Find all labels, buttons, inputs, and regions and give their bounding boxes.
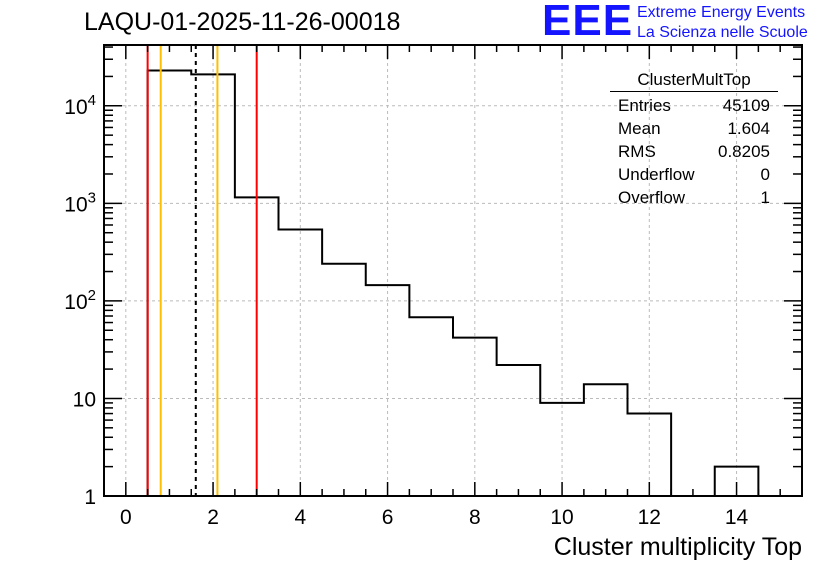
stats-value: 45109: [722, 96, 770, 115]
histogram-outline: [146, 69, 760, 497]
x-tick-label: 10: [550, 506, 573, 529]
x-tick-label: 4: [294, 506, 306, 529]
x-tick-label: 0: [120, 506, 132, 529]
histogram-bin: [148, 71, 192, 496]
stats-value: 0: [760, 165, 770, 184]
stats-value: 1: [760, 188, 770, 207]
x-tick-label: 14: [725, 506, 749, 529]
stats-label: RMS: [618, 142, 656, 161]
stats-row-overflow: Overflow 1: [610, 186, 778, 209]
stats-row-entries: Entries 45109: [610, 94, 778, 117]
stats-label: Entries: [618, 96, 671, 115]
histogram-bin: [409, 317, 453, 496]
x-tick-label: 2: [207, 506, 219, 529]
y-tick-label: 102: [64, 287, 96, 314]
logo-subtitle-line1: Extreme Energy Events: [637, 4, 806, 21]
stats-row-rms: RMS 0.8205: [610, 140, 778, 163]
stats-label: Overflow: [618, 188, 686, 207]
y-tick-label: 1: [84, 486, 96, 509]
x-tick-label: 12: [638, 506, 661, 529]
y-tick-label: 103: [64, 189, 96, 216]
stats-value: 1.604: [727, 119, 770, 138]
stats-title: ClusterMultTop: [610, 70, 778, 92]
histogram-bin: [322, 264, 366, 496]
x-axis-label: Cluster multiplicity Top: [553, 533, 802, 561]
logo-subtitle-line2: La Scienza nelle Scuole: [637, 24, 808, 41]
eee-logo: EEE: [542, 0, 634, 45]
x-tick-label: 6: [382, 506, 394, 529]
histogram-bin: [497, 365, 541, 496]
stats-row-underflow: Underflow 0: [610, 163, 778, 186]
stats-row-mean: Mean 1.604: [610, 117, 778, 140]
stats-label: Underflow: [618, 165, 695, 184]
y-tick-label: 10: [73, 388, 96, 411]
stats-value: 0.8205: [718, 142, 770, 161]
y-tick-label: 104: [64, 92, 96, 119]
x-tick-label: 8: [469, 506, 481, 529]
stats-box: ClusterMultTop Entries 45109 Mean 1.604 …: [610, 70, 778, 209]
stats-label: Mean: [618, 119, 661, 138]
run-title: LAQU-01-2025-11-26-00018: [84, 8, 401, 36]
histogram-bin: [584, 384, 628, 496]
